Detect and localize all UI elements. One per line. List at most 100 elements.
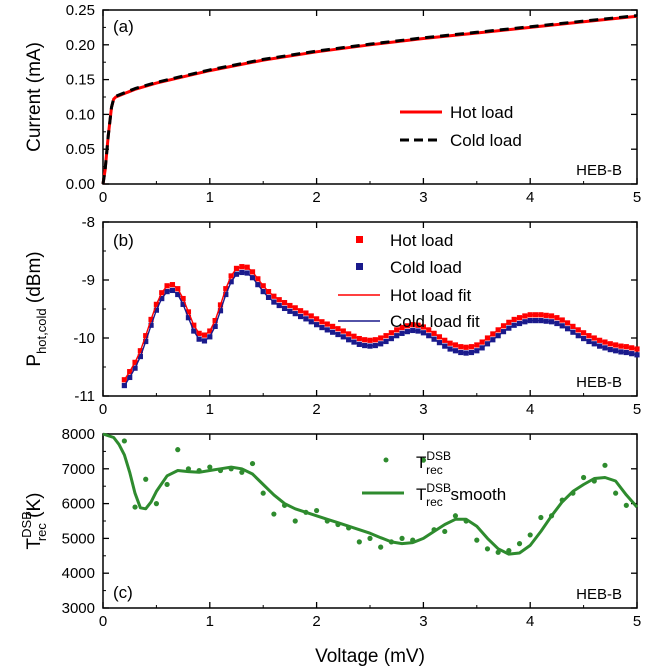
panel-b-point-hot-load xyxy=(634,346,640,352)
panel-c-point-t-rec-dsb xyxy=(538,514,544,521)
legend-label-hot-load: Hot load xyxy=(450,103,513,122)
panel-b-frame xyxy=(102,221,638,397)
panel-b-label: (b) xyxy=(113,231,134,250)
panel-a-xtick-label: 3 xyxy=(419,189,427,206)
panel-a-ytick-label: 0.00 xyxy=(66,176,95,193)
panel-b-ytick-label: -10 xyxy=(73,330,95,347)
panel-c-xtick-label: 2 xyxy=(312,613,320,630)
panel-a-ytick-label: 0.05 xyxy=(66,141,95,158)
panel-c-frame xyxy=(102,433,638,609)
panel-c-point-t-rec-dsb xyxy=(442,528,448,535)
panel-b-xtick-label: 5 xyxy=(633,401,641,418)
panel-c-point-t-rec-dsb xyxy=(613,490,619,496)
panel-a-label: (a) xyxy=(113,17,134,36)
panel-c-label: (c) xyxy=(113,583,133,602)
panel-b-ytick-label: -9 xyxy=(82,272,95,289)
panel-b-annotation: HEB-B xyxy=(576,374,622,391)
panel-c-ytick-label: 4000 xyxy=(62,565,95,582)
legend-label-cold-load: Cold load xyxy=(450,131,522,150)
panel-a-xtick-label: 5 xyxy=(633,189,641,206)
panel-c-point-t-rec-dsb xyxy=(602,462,608,468)
panel-c-point-t-rec-dsb xyxy=(527,532,533,538)
panel-b-xtick-label: 2 xyxy=(312,401,320,418)
panel-a-annotation: HEB-B xyxy=(576,162,622,179)
panel-c-series xyxy=(102,432,639,556)
x-axis-title: Voltage (mV) xyxy=(315,646,425,667)
panel-c-point-t-rec-dsb xyxy=(175,447,181,453)
legend-swatch-cold-load-markers xyxy=(356,263,363,270)
panel-b-xtick-label: 4 xyxy=(526,401,534,418)
legend-label-cold-load-b: Cold load xyxy=(390,258,462,277)
panel-a-series xyxy=(101,14,638,185)
panel-c-point-t-rec-dsb xyxy=(516,541,523,547)
panel-c-point-t-rec-dsb xyxy=(143,476,149,482)
panel-c-xtick-label: 3 xyxy=(419,613,427,630)
legend-label-hot-load-fit: Hot load fit xyxy=(390,286,472,305)
panel-b-xtick-label: 0 xyxy=(99,401,107,418)
panel-c-point-t-rec-dsb xyxy=(132,504,138,510)
panel-c-ytick-label: 5000 xyxy=(62,530,95,547)
panel-c-point-t-rec-dsb xyxy=(271,511,277,517)
panel-a-ytick-label: 0.10 xyxy=(66,106,95,123)
legend-label-cold-load-fit: Cold load fit xyxy=(390,312,480,331)
panel-a-series-hot-load xyxy=(101,14,638,185)
panel-c-point-t-rec-dsb xyxy=(452,513,459,519)
panel-a-ylabel: Current (mA) xyxy=(24,42,45,152)
panel-a-legend: Hot load Cold load xyxy=(400,103,522,150)
panel-c-point-t-rec-dsb xyxy=(121,438,127,444)
panel-c-ylabel: TDSBrec (K) xyxy=(19,492,49,549)
panel-c-point-t-rec-dsb xyxy=(484,546,491,552)
panel-c-ytick-label: 6000 xyxy=(62,496,95,513)
panel-a-xtick-label: 2 xyxy=(312,189,320,206)
panel-c-point-t-rec-dsb xyxy=(314,507,320,514)
panel-b-power: 0 1 2 3 4 5 -11 -10 -9 -8 (b) HEB-B Phot,cold (dB… xyxy=(24,214,641,418)
legend-label-trec: TDSB rec xyxy=(416,449,451,477)
panel-c-point-t-rec-dsb xyxy=(399,535,405,542)
panel-c-point-t-rec-dsb xyxy=(260,490,266,496)
panel-c-point-t-rec-dsb xyxy=(207,464,213,470)
legend-label-hot-load-b: Hot load xyxy=(390,231,453,250)
panel-b-legend: Hot load Cold load Hot load fit Cold loa… xyxy=(338,231,480,331)
panel-c-annotation: HEB-B xyxy=(576,586,622,603)
panel-c-xtick-label: 5 xyxy=(633,613,641,630)
legend-swatch-hot-load-markers xyxy=(356,236,363,243)
panel-a-xtick-label: 1 xyxy=(206,189,214,206)
panel-c-temperature: 0 1 2 3 4 5 3000 4000 5000 6000 7000 8000 (c) HEB-B… xyxy=(19,426,641,667)
panel-c-ytick-label: 8000 xyxy=(62,426,95,443)
panel-b-point-cold-load xyxy=(634,352,640,358)
panel-a-xtick-label: 0 xyxy=(99,189,107,206)
panel-c-legend: TDSB rec TDSB rec smooth xyxy=(362,449,506,509)
panel-c-point-t-rec-dsb xyxy=(367,535,373,542)
legend-label-trec-smooth: TDSB rec smooth xyxy=(416,481,506,509)
panel-c-point-t-rec-dsb xyxy=(420,457,426,463)
panel-b-series xyxy=(121,264,640,389)
panel-c-point-t-rec-dsb xyxy=(292,518,298,524)
panel-a-ytick-label: 0.15 xyxy=(66,72,95,89)
panel-b-xtick-label: 1 xyxy=(206,401,214,418)
panel-c-ytick-label: 3000 xyxy=(62,600,95,617)
panel-c-point-t-rec-dsb xyxy=(153,501,159,507)
panel-c-point-t-rec-dsb xyxy=(164,481,170,488)
panel-a-ytick-label: 0.20 xyxy=(66,37,95,54)
panel-c-point-t-rec-dsb xyxy=(356,539,362,545)
panel-b-ylabel: Phot,cold (dBm) xyxy=(24,251,49,366)
panel-c-series-t-rec-dsb-smooth xyxy=(102,432,639,556)
panel-b-xtick-label: 3 xyxy=(419,401,427,418)
panel-a-frame xyxy=(102,9,638,185)
panel-c-point-t-rec-dsb xyxy=(623,502,629,508)
panel-c-xtick-label: 1 xyxy=(206,613,214,630)
panel-c-xtick-label: 4 xyxy=(526,613,534,630)
panel-a-ytick-label: 0.25 xyxy=(66,2,95,19)
panel-c-xtick-label: 0 xyxy=(99,613,107,630)
panel-c-point-t-rec-dsb xyxy=(249,460,256,467)
panel-a-current: 0 1 2 3 4 5 0.00 0.05 0.10 0.15 0.20 0.25 (a) HEB-B… xyxy=(24,2,641,206)
panel-b-series-cold-load-fit xyxy=(123,271,638,386)
panel-c-ytick-label: 7000 xyxy=(62,461,95,478)
panel-c-point-t-rec-dsb xyxy=(581,474,587,481)
panel-b-ytick-label: -8 xyxy=(82,214,95,231)
panel-c-point-t-rec-dsb xyxy=(378,544,384,550)
panel-b-ytick-label: -11 xyxy=(74,388,95,405)
legend-swatch-trec-markers xyxy=(383,457,389,463)
panel-a-xtick-label: 4 xyxy=(526,189,534,206)
